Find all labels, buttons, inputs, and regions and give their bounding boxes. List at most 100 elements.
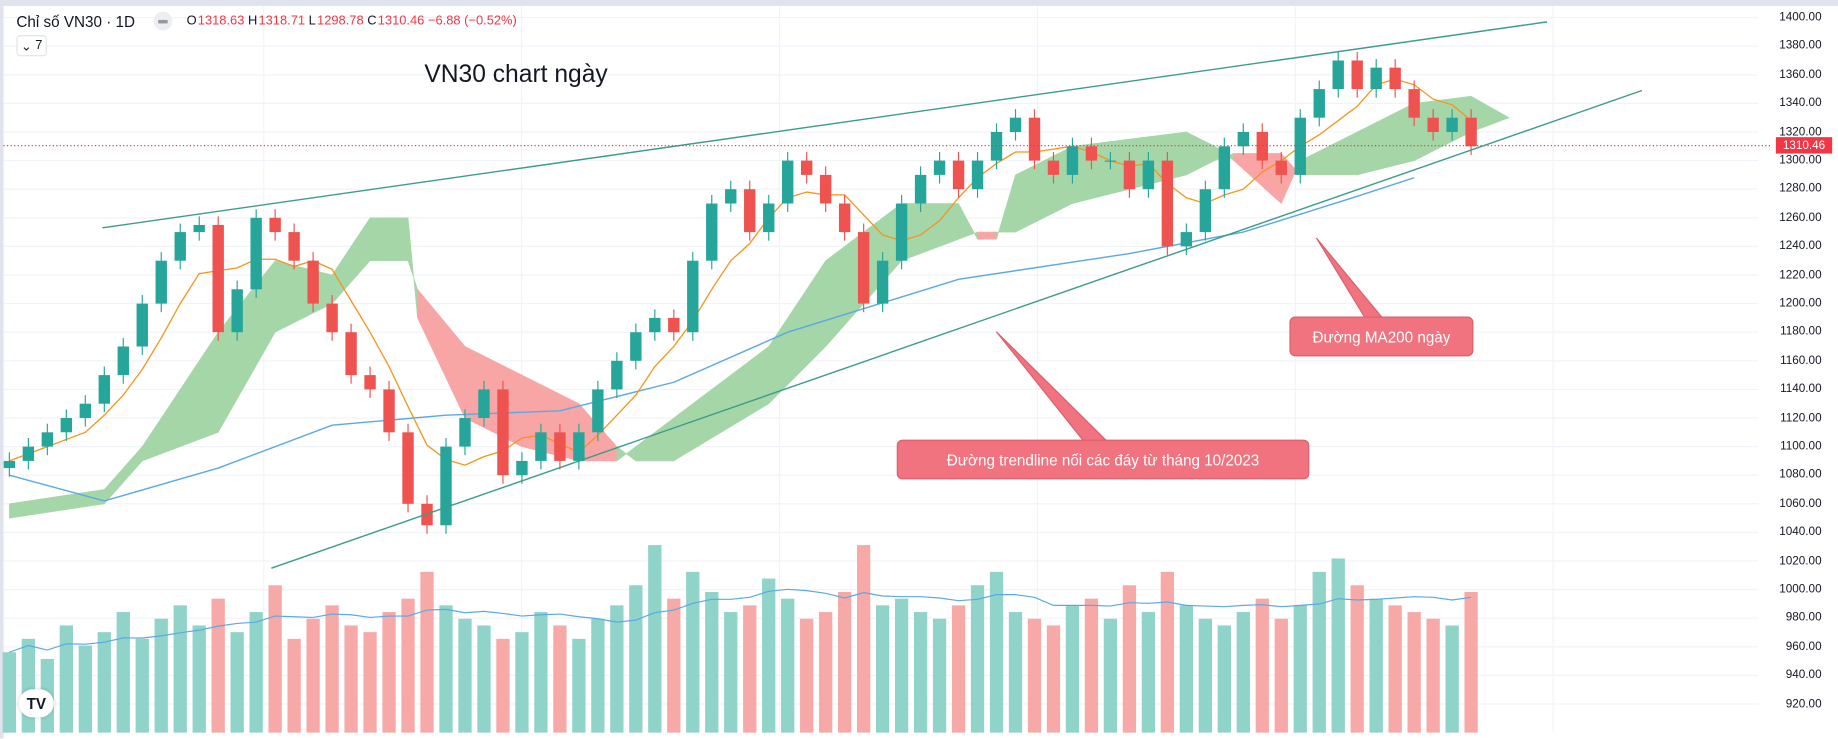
ichimoku-cloud-bearish — [1233, 153, 1282, 205]
ohlc-values: O1318.63 H1318.71 L1298.78 C1310.46 −6.8… — [187, 14, 517, 28]
change-value: −6.88 (−0.52%) — [427, 14, 517, 29]
candle-down — [1427, 117, 1439, 132]
symbol-title[interactable]: Chỉ số VN30 · 1D — [16, 12, 135, 30]
price-tick-label: 1360.00 — [1779, 68, 1822, 82]
candle-down — [497, 389, 509, 476]
volume-bar — [875, 605, 890, 733]
candle-down — [345, 332, 357, 376]
volume-bar — [78, 645, 92, 733]
candle-up — [990, 131, 1003, 161]
volume-bar — [325, 605, 339, 733]
price-tick-label: 960.00 — [1785, 640, 1822, 654]
candle-up — [478, 389, 490, 419]
ma200-callout[interactable]: Đường MA200 ngày — [1289, 316, 1474, 357]
ichimoku-cloud-bearish — [977, 231, 997, 240]
ichimoku-cloud-bullish — [901, 203, 959, 262]
candle-up — [1446, 117, 1458, 132]
chevron-down-icon: ⌄ — [20, 39, 32, 54]
chart-annotation-title[interactable]: VN30 chart ngày — [424, 60, 608, 88]
left-border — [0, 5, 4, 739]
candle-down — [1123, 160, 1136, 190]
volume-bar — [1065, 605, 1080, 733]
volume-bar — [743, 605, 757, 733]
ichimoku-cloud-bullish — [1015, 145, 1073, 233]
candle-up — [782, 160, 794, 204]
tradingview-logo[interactable]: TV — [18, 689, 54, 718]
volume-bar — [1388, 605, 1402, 733]
indicators-collapse-button[interactable]: ⌄ 7 — [16, 35, 47, 57]
volume-bar — [458, 618, 472, 733]
volume-bar — [1464, 591, 1478, 733]
ma200-callout-pointer — [1315, 237, 1385, 320]
ichimoku-cloud-bullish — [1299, 131, 1358, 176]
volume-bar — [420, 571, 434, 733]
ichimoku-cloud-bullish — [217, 259, 276, 434]
price-tick-label: 1120.00 — [1780, 411, 1822, 425]
candle-up — [1180, 232, 1193, 247]
candle-up — [41, 432, 54, 447]
volume-bar — [838, 591, 852, 733]
ichimoku-cloud-bullish — [369, 217, 409, 261]
candle-up — [440, 446, 452, 526]
candle-down — [402, 432, 414, 504]
ichimoku-cloud-bullish — [996, 174, 1016, 240]
volume-bar — [1160, 571, 1175, 733]
trendline — [271, 89, 1643, 569]
ichimoku-cloud-bullish — [1413, 95, 1472, 162]
candle-down — [326, 303, 338, 333]
volume-bar — [496, 638, 510, 733]
candle-up — [1313, 89, 1325, 118]
candle-down — [800, 160, 813, 175]
price-tick-label: 1340.00 — [1779, 96, 1822, 110]
candle-down — [1028, 117, 1041, 161]
candle-down — [1389, 67, 1401, 90]
volume-bar — [59, 625, 73, 733]
candle-up — [971, 160, 984, 190]
candle-up — [79, 403, 92, 419]
candle-up — [1199, 189, 1212, 233]
volume-bar — [116, 612, 130, 733]
candle-up — [1332, 60, 1344, 90]
volume-bar — [21, 638, 36, 733]
price-tick-label: 1200.00 — [1779, 297, 1822, 311]
candle-up — [1142, 160, 1155, 190]
volume-bar — [629, 585, 643, 733]
ma200-line — [9, 177, 1415, 502]
candle-up — [60, 418, 73, 433]
volume-bar — [230, 632, 244, 733]
candle-up — [1009, 117, 1022, 132]
volume-bar — [1369, 598, 1383, 733]
volume-bar — [572, 638, 586, 733]
price-tick-label: 1280.00 — [1779, 182, 1822, 196]
ichimoku-cloud-bullish — [274, 260, 333, 333]
volume-bar — [724, 612, 738, 733]
candle-up — [725, 189, 737, 204]
volume-bar — [1179, 605, 1194, 733]
price-tick-label: 1400.00 — [1779, 11, 1822, 25]
ichimoku-cloud-bullish — [407, 217, 418, 318]
volume-bar — [1236, 612, 1250, 733]
ichimoku-cloud-bullish — [673, 345, 770, 462]
candle-up — [174, 232, 186, 261]
volume-bar — [553, 625, 567, 733]
volume-bar — [1198, 618, 1212, 733]
close-value: 1310.46 — [377, 14, 425, 29]
candle-down — [554, 432, 566, 461]
trendline-callout[interactable]: Đường trendline nối các đáy từ tháng 10/… — [896, 439, 1310, 480]
low-label: L — [308, 14, 316, 29]
volume-bar — [762, 578, 776, 733]
volume-bar — [534, 612, 548, 733]
trendline-callout-pointer — [995, 331, 1110, 443]
volume-bar — [97, 632, 111, 733]
volume-bar — [382, 612, 396, 733]
hide-legend-icon[interactable] — [153, 11, 173, 31]
ichimoku-cloud-bullish — [9, 489, 105, 519]
volume-bar — [1274, 618, 1288, 733]
price-tick-label: 940.00 — [1785, 668, 1822, 682]
candle-up — [1218, 146, 1231, 190]
price-tick-label: 1160.00 — [1780, 354, 1822, 368]
candle-up — [1066, 146, 1079, 175]
candle-up — [592, 389, 604, 433]
